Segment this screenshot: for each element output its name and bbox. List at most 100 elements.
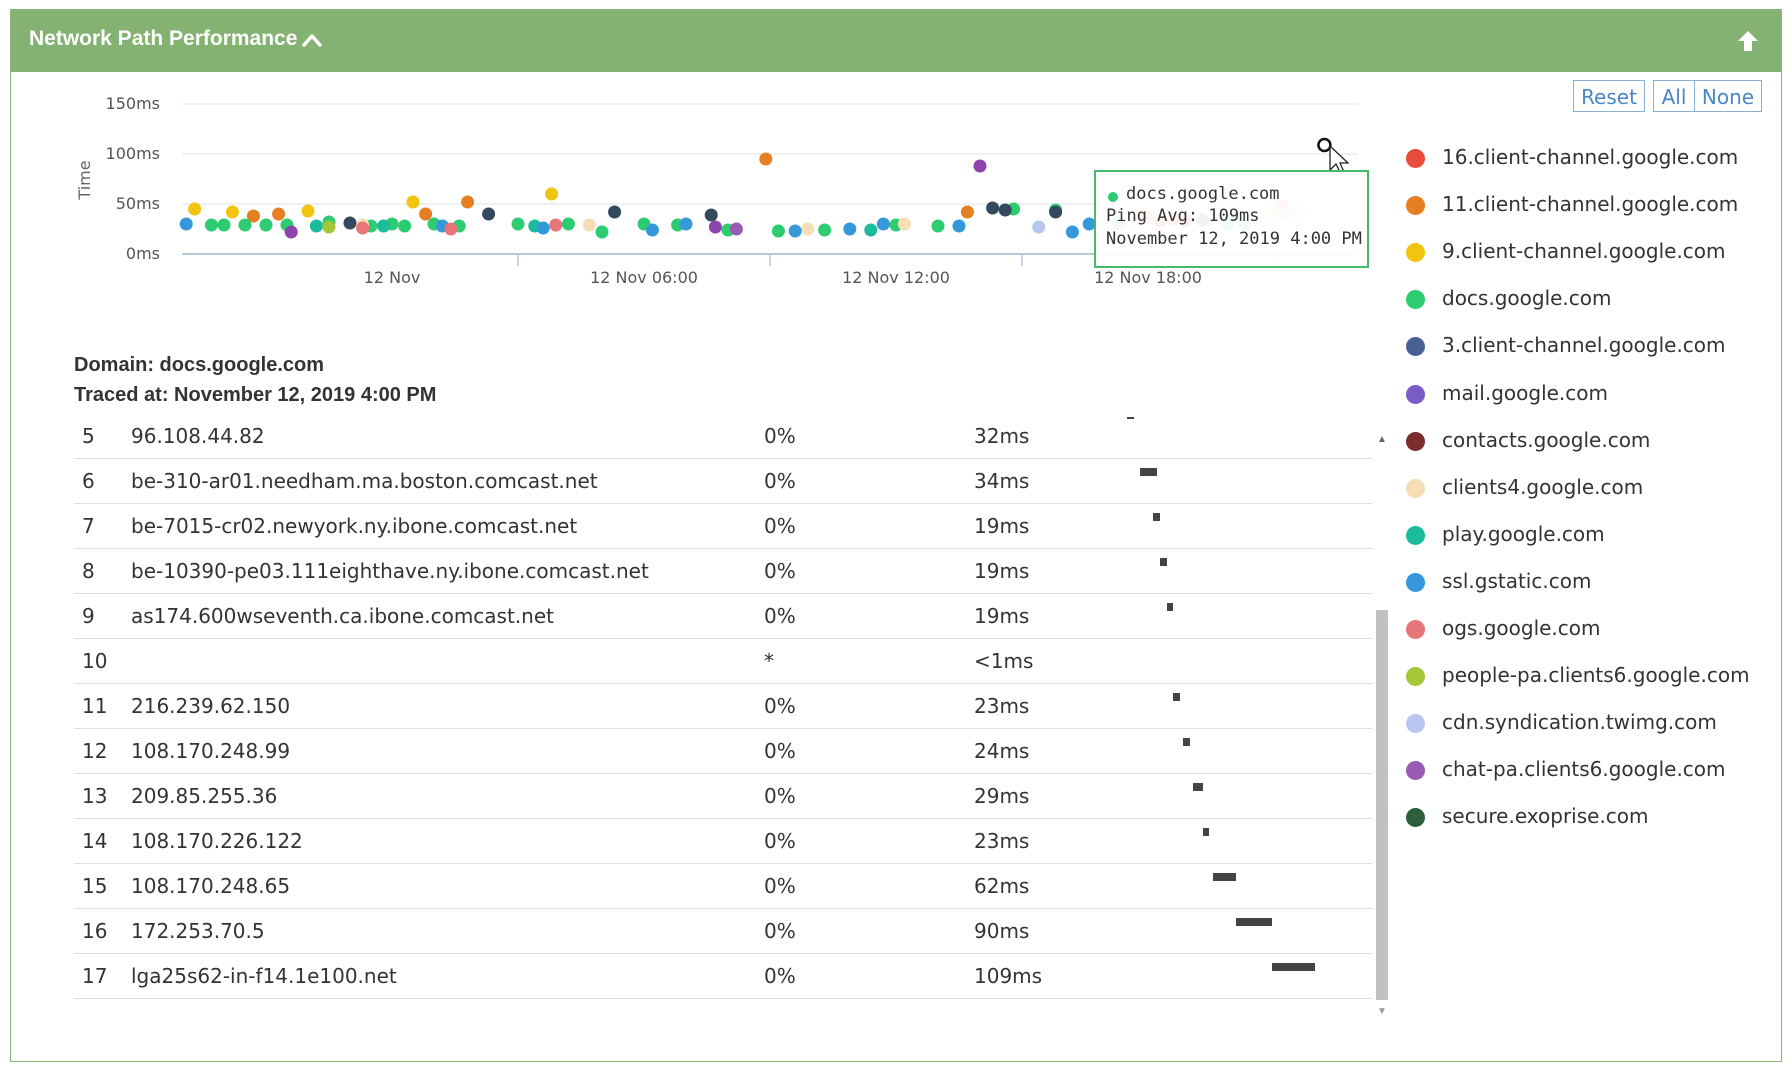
data-point[interactable] xyxy=(960,205,974,219)
data-point[interactable] xyxy=(461,195,475,209)
data-point[interactable] xyxy=(322,220,336,234)
panel-header[interactable]: Network Path Performance xyxy=(11,10,1781,72)
tooltip-time: November 12, 2019 4:00 PM xyxy=(1106,229,1362,249)
data-point[interactable] xyxy=(343,216,357,230)
data-point[interactable] xyxy=(406,195,420,209)
data-point[interactable] xyxy=(356,221,370,235)
hop-table: 5 96.108.44.82 0% 32ms 6 be-310-ar01.needham.… xyxy=(74,414,1372,1026)
data-point[interactable] xyxy=(1032,220,1046,234)
data-point[interactable] xyxy=(545,187,559,201)
hop-row[interactable]: 8 be-10390-pe03.111eighthave.ny.ibone.com… xyxy=(74,549,1372,594)
hop-table-scrollbar[interactable]: ▲ ▼ xyxy=(1374,428,1388,1026)
data-point[interactable] xyxy=(284,225,298,239)
hop-loss: 0% xyxy=(764,469,796,493)
hop-row[interactable]: 5 96.108.44.82 0% 32ms xyxy=(74,414,1372,459)
hop-row[interactable]: 15 108.170.248.65 0% 62ms xyxy=(74,864,1372,909)
legend-color-dot xyxy=(1406,384,1425,404)
data-point[interactable] xyxy=(818,223,832,237)
data-point[interactable] xyxy=(204,218,218,232)
data-point[interactable] xyxy=(398,219,412,233)
data-point[interactable] xyxy=(1082,217,1096,231)
data-point[interactable] xyxy=(952,219,966,233)
data-point[interactable] xyxy=(897,217,911,231)
data-point[interactable] xyxy=(998,203,1012,217)
data-point[interactable] xyxy=(608,205,622,219)
data-point[interactable] xyxy=(704,208,718,222)
hop-host: as174.600wseventh.ca.ibone.comcast.net xyxy=(131,604,554,628)
data-point[interactable] xyxy=(759,152,773,166)
data-point[interactable] xyxy=(536,221,550,235)
trace-domain: Domain: docs.google.com xyxy=(74,354,325,376)
data-point[interactable] xyxy=(188,202,202,216)
data-point[interactable] xyxy=(377,219,391,233)
legend-label: 9.client-channel.google.com xyxy=(1442,239,1726,264)
data-point[interactable] xyxy=(729,222,743,236)
data-point[interactable] xyxy=(444,222,458,236)
scroll-thumb[interactable] xyxy=(1376,610,1388,1000)
data-point[interactable] xyxy=(595,225,609,239)
hop-host: 108.170.248.65 xyxy=(131,874,291,898)
legend-label: ssl.gstatic.com xyxy=(1442,568,1592,593)
series-color-dot xyxy=(1108,192,1118,202)
data-point[interactable] xyxy=(645,223,659,237)
hop-row[interactable]: 10 * <1ms xyxy=(74,639,1372,684)
reset-button[interactable]: Reset xyxy=(1573,80,1645,112)
data-point[interactable] xyxy=(973,159,987,173)
hop-number: 11 xyxy=(82,694,108,718)
data-point[interactable] xyxy=(788,224,802,238)
data-point[interactable] xyxy=(801,222,815,236)
hop-row[interactable]: 14 108.170.226.122 0% 23ms xyxy=(74,819,1372,864)
data-point[interactable] xyxy=(309,219,323,233)
data-point[interactable] xyxy=(876,217,890,231)
data-point[interactable] xyxy=(246,209,260,223)
select-all-button[interactable]: All xyxy=(1653,80,1695,112)
hop-number: 6 xyxy=(82,469,95,493)
data-point[interactable] xyxy=(864,223,878,237)
data-point[interactable] xyxy=(582,218,596,232)
data-point[interactable] xyxy=(482,207,496,221)
scroll-down-icon[interactable]: ▼ xyxy=(1377,1006,1387,1017)
data-point[interactable] xyxy=(225,205,239,219)
hop-loss: 0% xyxy=(764,424,796,448)
data-point[interactable] xyxy=(708,220,722,234)
hop-number: 12 xyxy=(82,739,108,763)
data-point[interactable] xyxy=(259,218,273,232)
data-point[interactable] xyxy=(986,201,1000,215)
hop-row[interactable]: 7 be-7015-cr02.newyork.ny.ibone.comcast.n… xyxy=(74,504,1372,549)
data-point[interactable] xyxy=(419,207,433,221)
hop-row[interactable]: 11 216.239.62.150 0% 23ms xyxy=(74,684,1372,729)
hop-host: 96.108.44.82 xyxy=(131,424,265,448)
data-point[interactable] xyxy=(272,207,286,221)
data-point[interactable] xyxy=(679,217,693,231)
hop-row[interactable]: 16 172.253.70.5 0% 90ms xyxy=(74,909,1372,954)
data-point[interactable] xyxy=(217,218,231,232)
hop-row[interactable]: 12 108.170.248.99 0% 24ms xyxy=(74,729,1372,774)
hop-row[interactable]: 13 209.85.255.36 0% 29ms xyxy=(74,774,1372,819)
hop-number: 17 xyxy=(82,964,108,988)
data-point[interactable] xyxy=(301,204,315,218)
hop-row[interactable]: 17 lga25s62-in-f14.1e100.net 0% 109ms xyxy=(74,954,1372,999)
data-point[interactable] xyxy=(238,218,252,232)
hop-row[interactable]: 9 as174.600wseventh.ca.ibone.comcast.net 0… xyxy=(74,594,1372,639)
select-none-button[interactable]: None xyxy=(1694,80,1762,112)
hop-host: 108.170.248.99 xyxy=(131,739,291,763)
data-point[interactable] xyxy=(1049,205,1063,219)
data-point[interactable] xyxy=(561,217,575,231)
arrow-up-icon[interactable] xyxy=(1737,29,1759,53)
data-point[interactable] xyxy=(179,217,193,231)
data-point[interactable] xyxy=(1065,225,1079,239)
chart-tooltip: docs.google.com Ping Avg: 109ms November… xyxy=(1094,170,1369,268)
hop-row[interactable]: 6 be-310-ar01.needham.ma.boston.comcast.n… xyxy=(74,459,1372,504)
hop-number: 16 xyxy=(82,919,108,943)
data-point[interactable] xyxy=(771,224,785,238)
scroll-up-icon[interactable]: ▲ xyxy=(1377,434,1387,445)
hop-host: be-7015-cr02.newyork.ny.ibone.comcast.ne… xyxy=(131,514,578,538)
data-point[interactable] xyxy=(931,219,945,233)
data-point[interactable] xyxy=(549,218,563,232)
data-point[interactable] xyxy=(511,217,525,231)
chevron-up-icon[interactable] xyxy=(301,32,323,48)
data-point[interactable] xyxy=(843,222,857,236)
legend-color-dot xyxy=(1406,337,1425,357)
legend-color-dot xyxy=(1406,290,1425,310)
highlighted-point[interactable] xyxy=(1317,137,1332,153)
